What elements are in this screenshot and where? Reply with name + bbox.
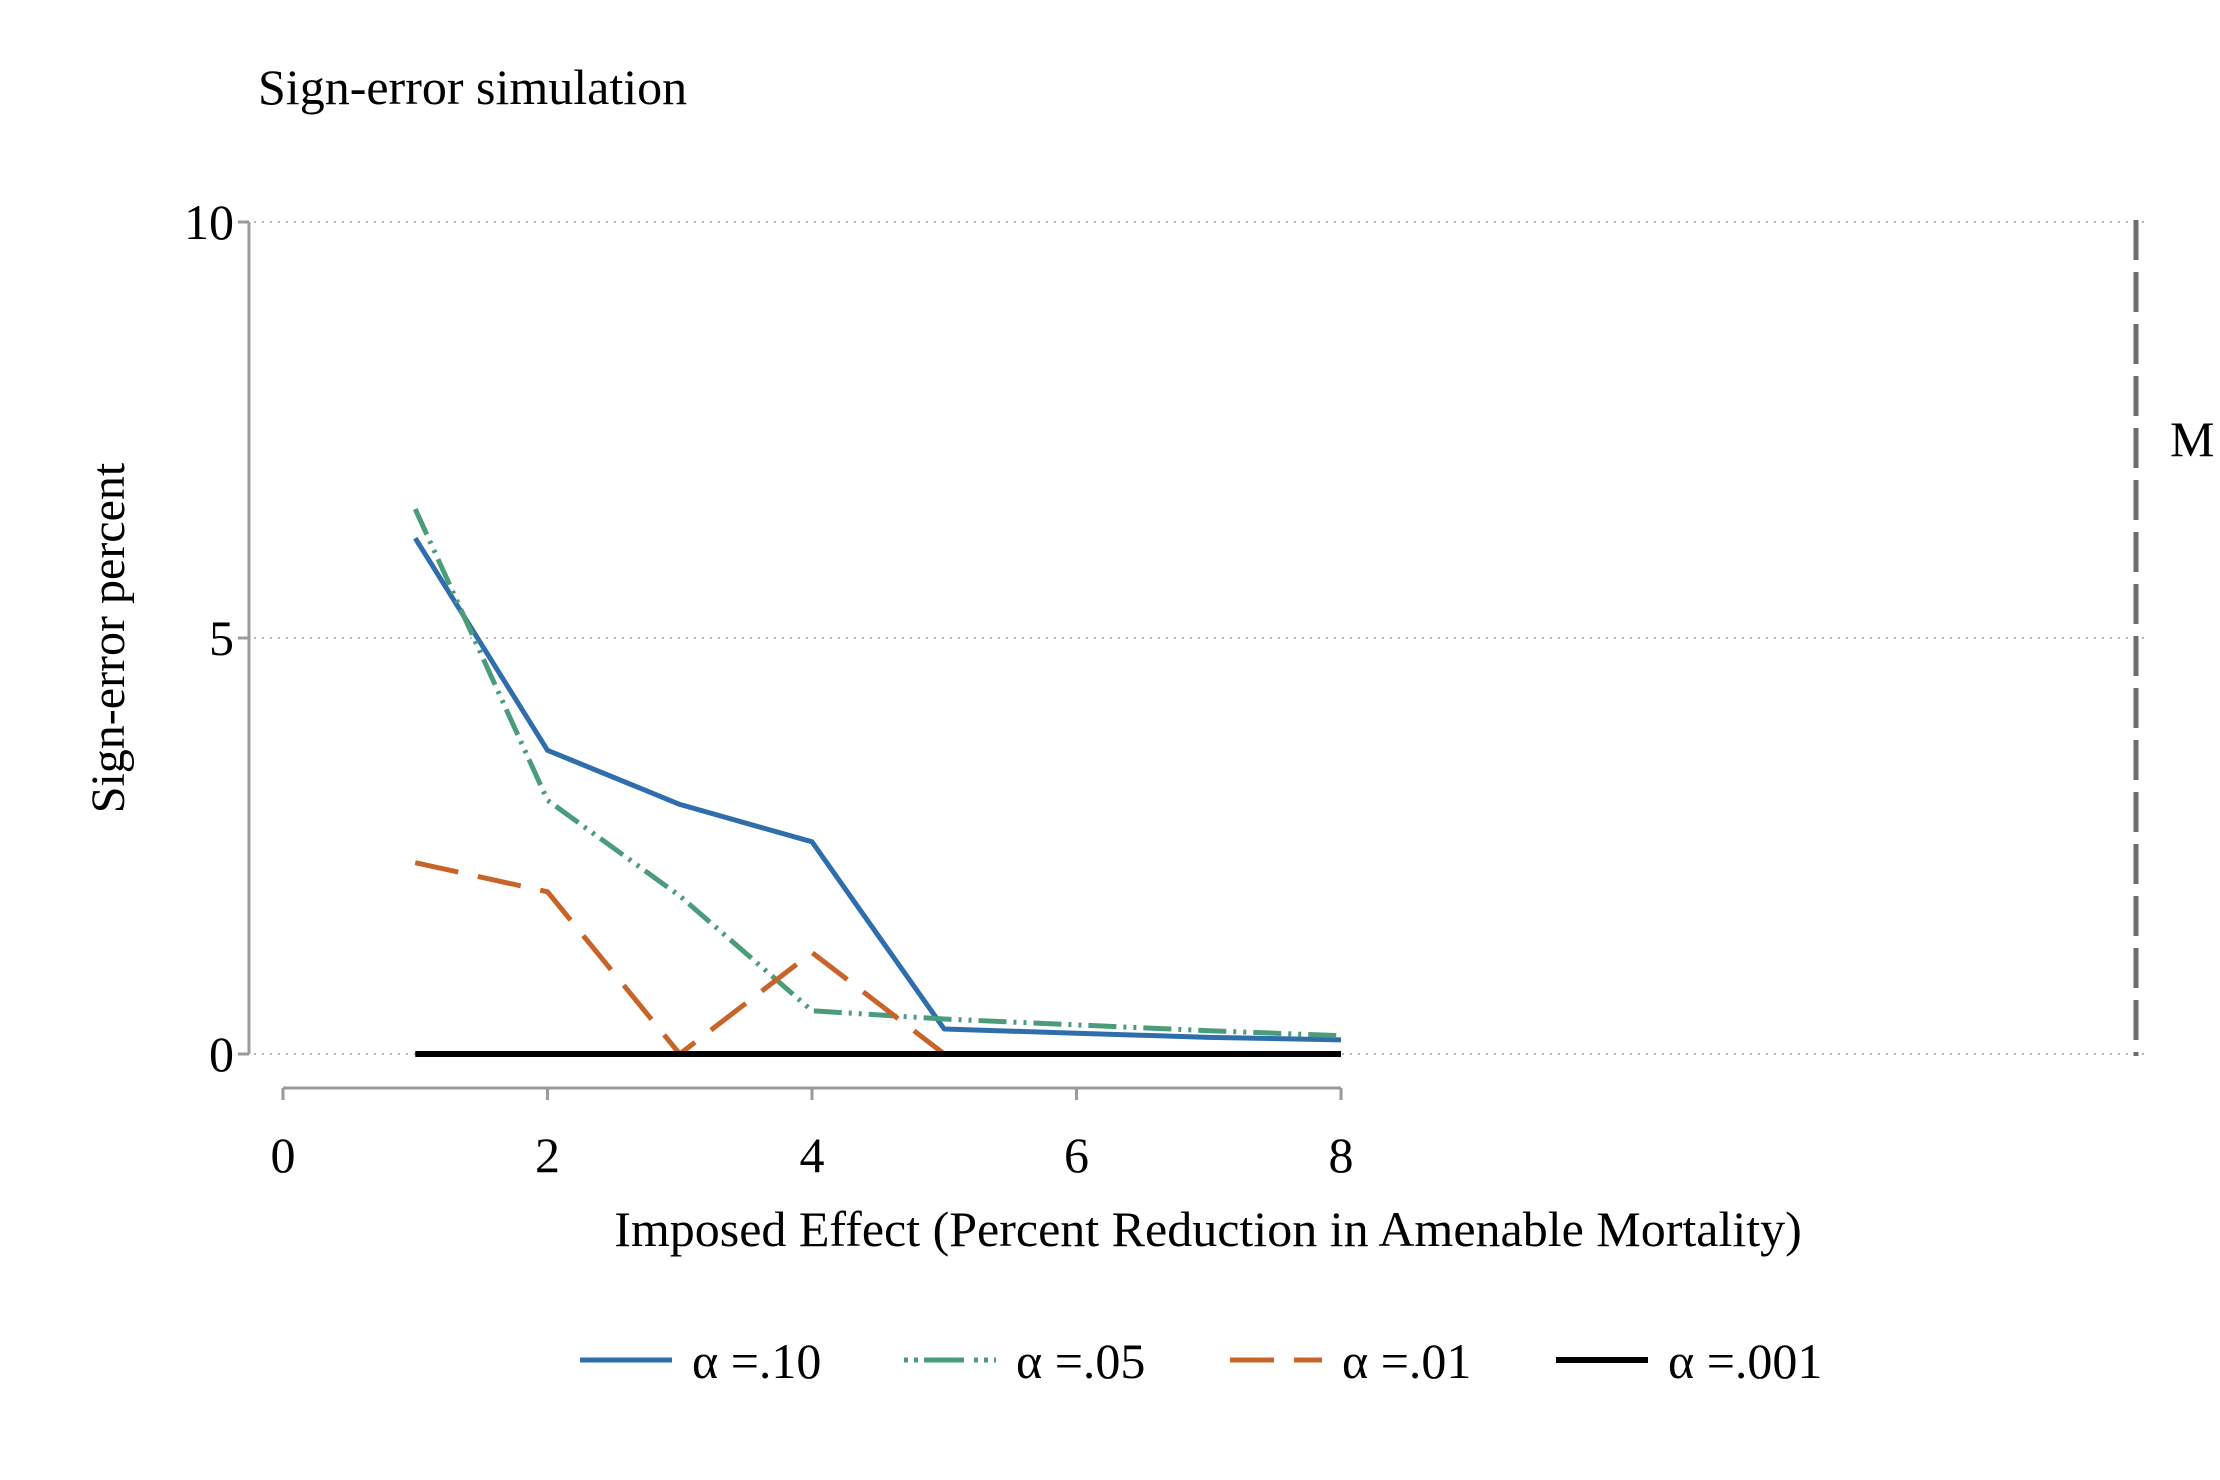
legend-label-1: α =.05 [1016,1333,1145,1389]
x-axis-ticks: 0 2 4 6 8 [271,1088,1354,1183]
reference-line-label: M [2170,411,2214,467]
legend: α =.10 α =.05 α =.01 α =.001 [580,1333,1822,1389]
y-axis-label: Sign-error percent [82,462,135,813]
grid-lines [254,221,2145,1055]
series-line-0 [413,536,1342,1043]
series-line-1 [412,508,1342,1039]
legend-label-0: α =.10 [692,1333,821,1389]
x-tick-label-0: 0 [271,1127,296,1183]
x-tick-label-6: 6 [1064,1127,1089,1183]
x-tick-label-2: 2 [535,1127,560,1183]
legend-label-3: α =.001 [1668,1333,1822,1389]
x-tick-label-4: 4 [800,1127,825,1183]
chart-title: Sign-error simulation [258,59,687,115]
series-lines [412,508,1342,1057]
y-tick-label-5: 5 [209,610,234,666]
y-tick-label-0: 0 [209,1026,234,1082]
x-axis-label: Imposed Effect (Percent Reduction in Ame… [614,1201,1802,1257]
series-line-2 [414,860,1341,1057]
x-tick-label-8: 8 [1329,1127,1354,1183]
y-tick-label-10: 10 [184,194,234,250]
legend-label-2: α =.01 [1342,1333,1471,1389]
y-axis-ticks: 0 5 10 [184,194,249,1082]
